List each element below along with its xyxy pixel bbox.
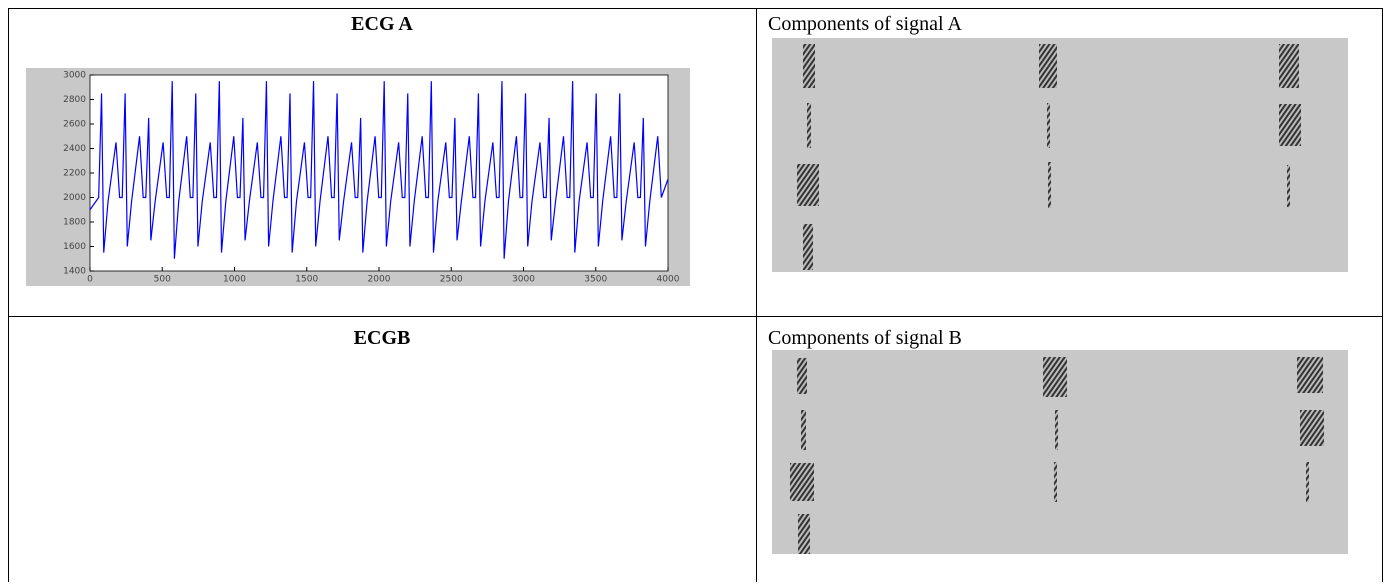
components-image [772, 350, 1348, 554]
page: ECG A Components of signal A ECGB Compon… [0, 0, 1391, 582]
y-tick-label: 2800 [63, 95, 86, 105]
cell-title: ECGB [354, 327, 411, 349]
plot-area [90, 75, 668, 271]
cell-title: ECG A [351, 13, 413, 35]
x-tick-label: 4000 [657, 275, 680, 285]
x-tick-label: 1500 [295, 275, 318, 285]
components-image [772, 38, 1348, 272]
document: ECG A Components of signal A ECGB Compon… [0, 0, 1391, 582]
cell-title: Components of signal B [768, 327, 962, 349]
y-tick-label: 3000 [63, 71, 86, 81]
x-tick-label: 500 [154, 275, 171, 285]
y-tick-label: 2400 [63, 144, 86, 154]
y-tick-label: 2000 [63, 193, 86, 203]
y-tick-label: 1400 [63, 267, 86, 277]
y-tick-label: 1600 [63, 242, 86, 252]
x-tick-label: 2000 [368, 275, 391, 285]
x-tick-label: 3000 [512, 275, 535, 285]
y-tick-label: 2600 [63, 120, 86, 130]
x-tick-label: 1000 [223, 275, 246, 285]
cell-title: Components of signal A [768, 13, 962, 35]
y-tick-label: 1800 [63, 218, 86, 228]
x-tick-label: 2500 [440, 275, 463, 285]
y-tick-label: 2200 [63, 169, 86, 179]
x-tick-label: 0 [87, 275, 93, 285]
x-tick-label: 3500 [584, 275, 607, 285]
